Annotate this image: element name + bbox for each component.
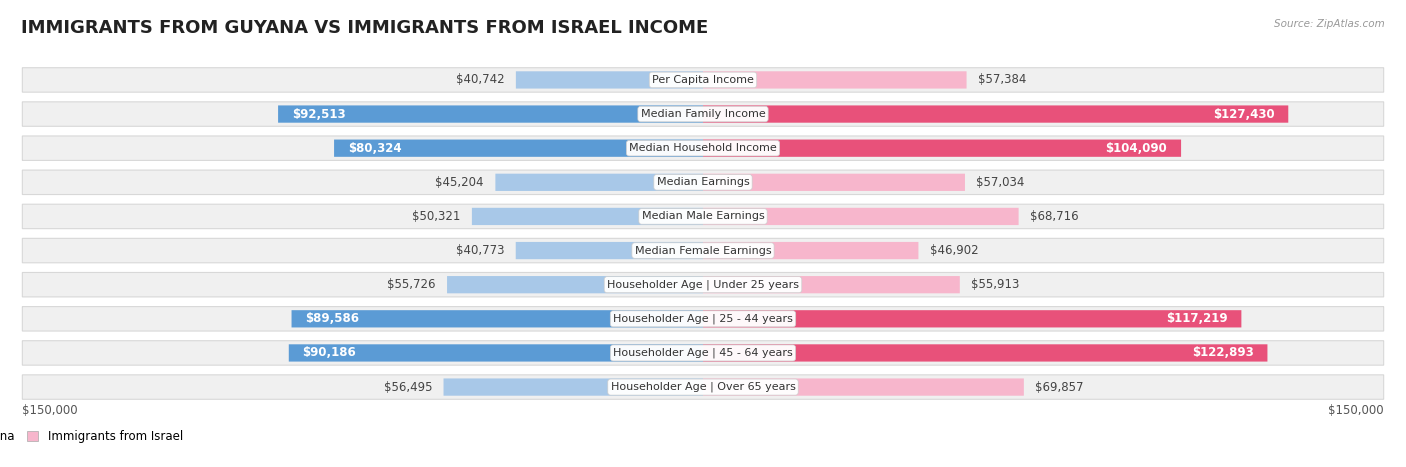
Text: Householder Age | 45 - 64 years: Householder Age | 45 - 64 years: [613, 348, 793, 358]
FancyBboxPatch shape: [22, 170, 1384, 195]
Text: Per Capita Income: Per Capita Income: [652, 75, 754, 85]
FancyBboxPatch shape: [703, 344, 1267, 361]
Text: $150,000: $150,000: [1329, 404, 1384, 417]
Text: $40,773: $40,773: [456, 244, 505, 257]
Text: Median Male Earnings: Median Male Earnings: [641, 212, 765, 221]
FancyBboxPatch shape: [22, 68, 1384, 92]
FancyBboxPatch shape: [22, 136, 1384, 160]
Text: Householder Age | Over 65 years: Householder Age | Over 65 years: [610, 382, 796, 392]
Text: Median Family Income: Median Family Income: [641, 109, 765, 119]
Text: $89,586: $89,586: [305, 312, 360, 325]
Text: $55,913: $55,913: [972, 278, 1019, 291]
Text: Source: ZipAtlas.com: Source: ZipAtlas.com: [1274, 19, 1385, 28]
Text: $40,742: $40,742: [456, 73, 505, 86]
Text: $80,324: $80,324: [347, 142, 402, 155]
Text: $69,857: $69,857: [1035, 381, 1084, 394]
Text: Median Female Earnings: Median Female Earnings: [634, 246, 772, 255]
FancyBboxPatch shape: [447, 276, 703, 293]
Text: $122,893: $122,893: [1192, 347, 1254, 360]
Text: $150,000: $150,000: [22, 404, 77, 417]
FancyBboxPatch shape: [703, 106, 1288, 123]
Text: $56,495: $56,495: [384, 381, 432, 394]
FancyBboxPatch shape: [703, 174, 965, 191]
Text: $57,034: $57,034: [976, 176, 1025, 189]
FancyBboxPatch shape: [22, 272, 1384, 297]
Text: $45,204: $45,204: [436, 176, 484, 189]
Text: Householder Age | Under 25 years: Householder Age | Under 25 years: [607, 279, 799, 290]
Text: $55,726: $55,726: [387, 278, 436, 291]
FancyBboxPatch shape: [443, 378, 703, 396]
Text: $57,384: $57,384: [979, 73, 1026, 86]
FancyBboxPatch shape: [516, 71, 703, 89]
FancyBboxPatch shape: [472, 208, 703, 225]
Text: Householder Age | 25 - 44 years: Householder Age | 25 - 44 years: [613, 313, 793, 324]
FancyBboxPatch shape: [703, 276, 960, 293]
FancyBboxPatch shape: [335, 140, 703, 157]
Text: IMMIGRANTS FROM GUYANA VS IMMIGRANTS FROM ISRAEL INCOME: IMMIGRANTS FROM GUYANA VS IMMIGRANTS FRO…: [21, 19, 709, 37]
Text: Median Household Income: Median Household Income: [628, 143, 778, 153]
FancyBboxPatch shape: [703, 242, 918, 259]
Text: Median Earnings: Median Earnings: [657, 177, 749, 187]
Text: $92,513: $92,513: [292, 107, 346, 120]
FancyBboxPatch shape: [22, 341, 1384, 365]
FancyBboxPatch shape: [495, 174, 703, 191]
FancyBboxPatch shape: [22, 102, 1384, 126]
FancyBboxPatch shape: [703, 310, 1241, 327]
FancyBboxPatch shape: [22, 375, 1384, 399]
FancyBboxPatch shape: [288, 344, 703, 361]
FancyBboxPatch shape: [703, 378, 1024, 396]
FancyBboxPatch shape: [278, 106, 703, 123]
FancyBboxPatch shape: [703, 71, 966, 89]
Text: $104,090: $104,090: [1105, 142, 1167, 155]
Text: $90,186: $90,186: [302, 347, 356, 360]
FancyBboxPatch shape: [22, 307, 1384, 331]
FancyBboxPatch shape: [22, 204, 1384, 229]
FancyBboxPatch shape: [291, 310, 703, 327]
FancyBboxPatch shape: [22, 238, 1384, 263]
Legend: Immigrants from Guyana, Immigrants from Israel: Immigrants from Guyana, Immigrants from …: [0, 425, 188, 448]
Text: $46,902: $46,902: [929, 244, 979, 257]
Text: $127,430: $127,430: [1213, 107, 1274, 120]
Text: $117,219: $117,219: [1166, 312, 1227, 325]
FancyBboxPatch shape: [516, 242, 703, 259]
Text: $68,716: $68,716: [1031, 210, 1078, 223]
Text: $50,321: $50,321: [412, 210, 460, 223]
FancyBboxPatch shape: [703, 140, 1181, 157]
FancyBboxPatch shape: [703, 208, 1018, 225]
